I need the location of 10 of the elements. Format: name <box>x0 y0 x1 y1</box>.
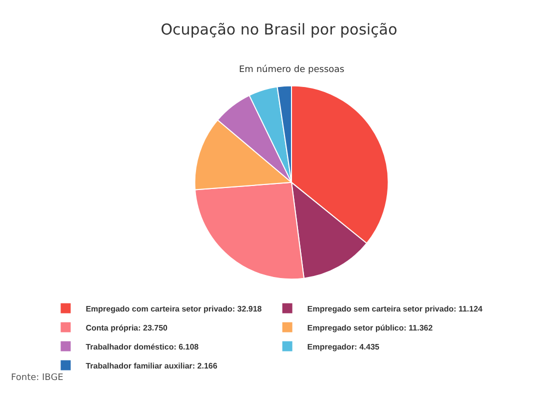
legend-label: Empregado sem carteira setor privado: 11.124 <box>307 304 484 314</box>
legend-label: Trabalhador familiar auxiliar: 2.166 <box>86 361 218 370</box>
legend-label: Empregado com carteira setor privado: 32.918 <box>86 304 262 314</box>
source-note: Fonte: IBGE <box>11 373 64 383</box>
chart-title: Ocupação no Brasil por posição <box>160 20 398 38</box>
legend-label: Empregado setor público: 11.362 <box>307 323 434 332</box>
legend-label: Trabalhador doméstico: 6.108 <box>86 342 200 352</box>
legend-label: Empregador: 4.435 <box>307 342 380 352</box>
legend-label: Conta própria: 23.750 <box>86 323 168 332</box>
chart-subtitle: Em número de pessoas <box>239 64 345 75</box>
